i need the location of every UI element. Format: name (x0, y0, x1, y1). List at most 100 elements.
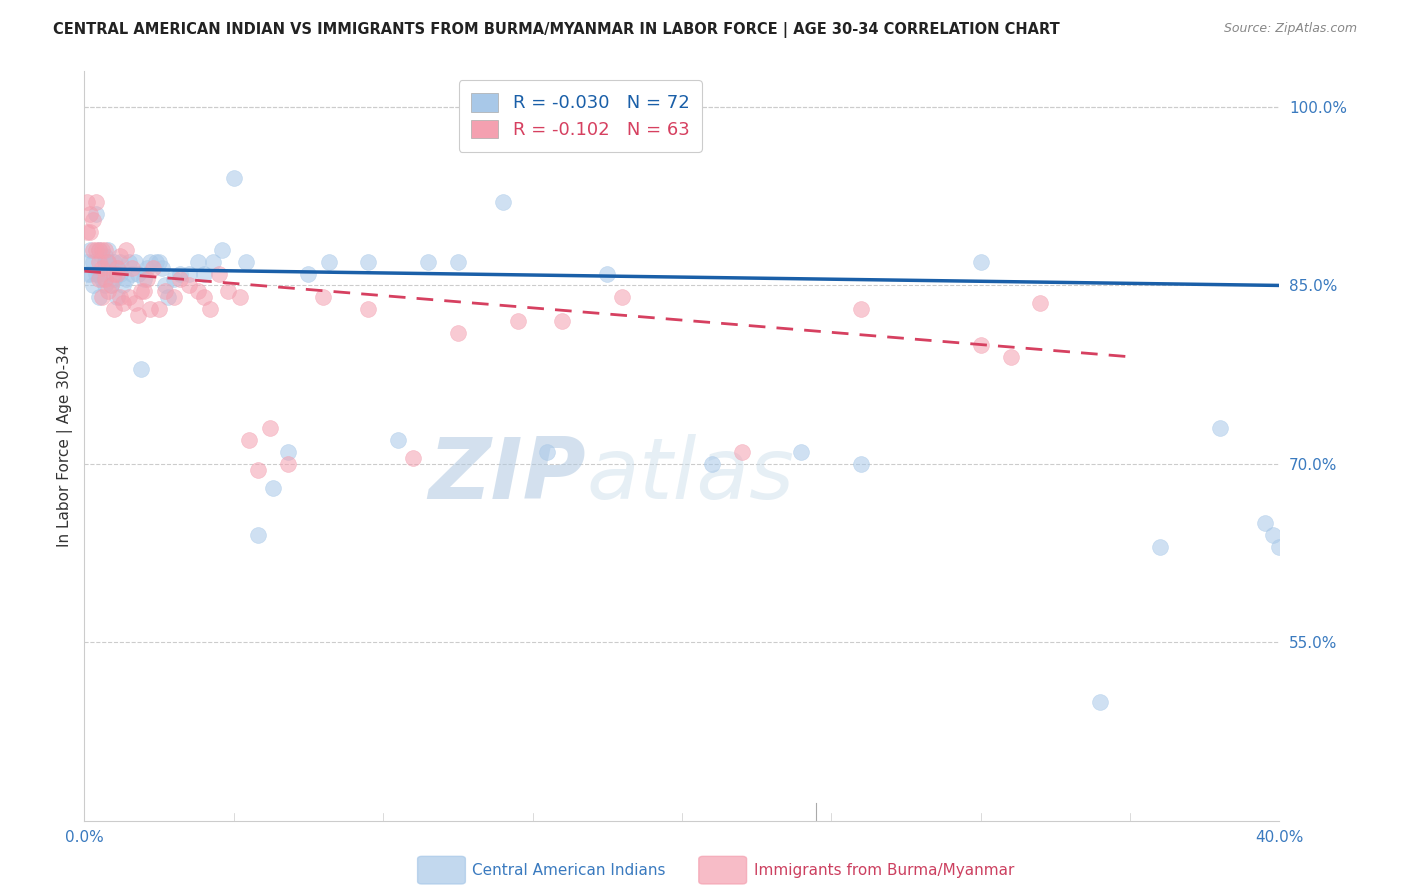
Point (127, 308, 149, 322)
Point (110, 267, 132, 281)
Point (1000, 350, 1022, 364)
Point (79, 225, 101, 239)
Point (89, 243, 111, 257)
Point (136, 272, 159, 286)
Point (82, 278, 104, 293)
Point (177, 278, 200, 293)
Point (97, 285, 120, 299)
Text: Source: ZipAtlas.com: Source: ZipAtlas.com (1223, 22, 1357, 36)
Point (169, 267, 191, 281)
Point (851, 302, 873, 317)
Point (177, 267, 200, 281)
Point (105, 290, 128, 304)
Point (86, 207, 108, 221)
Point (211, 243, 233, 257)
Point (238, 433, 260, 447)
Point (148, 302, 170, 317)
Point (115, 272, 138, 286)
Point (312, 290, 335, 304)
Point (91, 243, 114, 257)
Point (193, 290, 215, 304)
Point (277, 445, 299, 459)
Point (105, 267, 128, 281)
Point (506, 314, 529, 328)
Point (110, 249, 132, 263)
Point (153, 278, 176, 293)
Point (416, 254, 439, 268)
Point (142, 260, 165, 275)
Point (217, 285, 239, 299)
Point (76, 225, 98, 239)
Point (1209, 421, 1232, 435)
Point (91, 249, 114, 263)
Point (163, 272, 186, 286)
Point (97, 243, 120, 257)
Point (222, 171, 245, 186)
Point (731, 445, 754, 459)
Point (97, 254, 120, 268)
Point (150, 260, 173, 275)
Point (82, 213, 104, 227)
Point (357, 302, 380, 317)
Point (86, 195, 108, 210)
Point (259, 421, 281, 435)
Point (970, 338, 993, 352)
Point (596, 267, 619, 281)
Point (262, 481, 284, 495)
Point (198, 302, 221, 317)
Text: CENTRAL AMERICAN INDIAN VS IMMIGRANTS FROM BURMA/MYANMAR IN LABOR FORCE | AGE 30: CENTRAL AMERICAN INDIAN VS IMMIGRANTS FR… (53, 22, 1060, 38)
Point (145, 254, 167, 268)
Point (157, 290, 180, 304)
Point (357, 254, 380, 268)
Point (91, 290, 114, 304)
Point (86, 243, 108, 257)
Point (187, 254, 209, 268)
Point (447, 326, 470, 340)
Point (76, 254, 98, 268)
Point (193, 267, 215, 281)
Point (100, 278, 122, 293)
Point (790, 445, 813, 459)
Point (132, 285, 156, 299)
Point (447, 254, 470, 268)
Point (318, 254, 340, 268)
Point (387, 433, 409, 447)
Point (94, 272, 117, 286)
Point (79, 243, 101, 257)
Point (89, 272, 111, 286)
Point (187, 285, 209, 299)
Text: atlas: atlas (586, 434, 794, 517)
Point (851, 457, 873, 471)
Point (121, 267, 143, 281)
Point (1268, 540, 1291, 554)
Point (536, 445, 558, 459)
Point (118, 254, 141, 268)
Point (139, 254, 162, 268)
Point (89, 254, 111, 268)
Point (89, 243, 111, 257)
Point (246, 528, 269, 542)
Point (94, 278, 117, 293)
Point (1263, 528, 1285, 542)
Point (153, 285, 176, 299)
Point (1253, 516, 1275, 531)
Point (103, 254, 125, 268)
Point (201, 254, 224, 268)
Point (163, 290, 186, 304)
Point (612, 290, 634, 304)
Point (82, 243, 104, 257)
Legend: R = -0.030   N = 72, R = -0.102   N = 63: R = -0.030 N = 72, R = -0.102 N = 63 (458, 80, 702, 152)
Point (169, 272, 191, 286)
Point (148, 254, 170, 268)
Point (139, 302, 162, 317)
Text: ZIP: ZIP (429, 434, 586, 517)
Text: Central American Indians: Central American Indians (472, 863, 666, 878)
Point (105, 260, 128, 275)
Point (246, 463, 269, 477)
Point (103, 272, 125, 286)
Point (124, 254, 146, 268)
Point (208, 267, 231, 281)
Point (91, 272, 114, 286)
Point (112, 296, 135, 310)
Point (79, 267, 101, 281)
